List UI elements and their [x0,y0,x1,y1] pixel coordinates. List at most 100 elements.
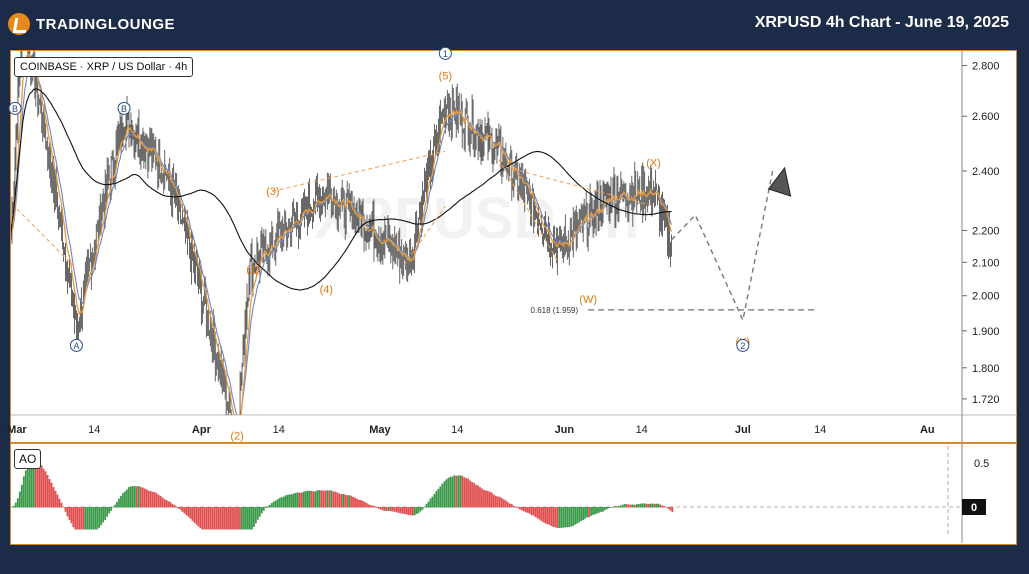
ao-bar [209,507,212,530]
ao-bar [576,507,579,524]
ao-bar [445,479,448,508]
ao-bar [270,503,273,508]
ao-bar [544,507,547,524]
ao-bar [562,507,565,528]
ao-bar [393,507,396,512]
ao-bar [524,507,527,513]
ao-bar [366,503,368,508]
ao-bar [50,482,53,508]
ao-bar [262,507,265,511]
ao-bar [260,507,263,514]
ao-bar [536,507,539,519]
ao-bar [447,477,450,508]
ao-bar [340,494,343,508]
ao-bar [560,507,563,528]
ao-bar [401,507,404,514]
symbol-label: COINBASE · XRP / US Dollar · 4h [14,57,194,77]
ao-bar [542,507,545,523]
ao-bar [126,489,128,508]
ao-bar [98,507,101,528]
ao-bar [191,507,194,521]
ao-bar [548,507,551,525]
ao-bar [514,506,517,508]
ao-bar [74,507,77,530]
ao-bar [552,507,555,527]
ao-bar [26,465,29,508]
ao-bar [62,506,65,508]
ao-bar [217,507,220,530]
ao-bar [661,505,664,508]
ao-bar [588,507,590,518]
ao-bar [286,494,289,508]
ao-bar [104,507,107,521]
chart-title: XRPUSD 4h Chart - June 19, 2025 [754,14,1009,31]
ao-bar [90,507,93,530]
chart-frame [10,50,1017,545]
y-tick-label: 2.100 [972,257,1000,269]
y-tick-label: 2.000 [972,291,1000,303]
ao-bar [522,507,525,512]
ao-bar [266,506,269,508]
ao-bar [530,507,533,516]
ao-bar [606,507,608,510]
ao-bar [550,507,553,526]
ao-bar [139,486,142,508]
ao-bar [387,507,390,511]
ao-bar [540,507,543,521]
ao-bar [239,507,241,530]
ao-bar [145,489,148,508]
ao-bar [651,503,654,508]
x-tick-label: Jul [735,424,751,436]
logo-icon [8,13,30,35]
ao-bar [596,507,598,514]
ao-bar [336,492,339,508]
y-tick-label: 2.400 [972,166,1000,178]
wave-label-blue-circle [117,101,131,115]
ao-bar [348,495,350,508]
ao-bar [592,507,594,515]
ao-bar [326,490,329,508]
ao-bar [34,463,37,508]
ao-bar [20,484,23,508]
ao-bar [137,486,140,508]
ao-bar [649,503,652,508]
ao-bar [609,507,612,508]
wave-label-blue: 1 [443,49,448,59]
ao-bar [344,494,346,508]
x-tick-label: Apr [192,424,212,436]
ao-bar [504,500,507,508]
ao-bar [133,486,136,508]
ao-bar [607,507,610,509]
ao-bar [96,507,99,530]
ao-bar [508,503,511,508]
ao-bar [16,498,19,508]
ao-bar [334,491,337,508]
ao-bar [225,507,227,530]
y-tick-label: 1.800 [972,363,1000,375]
ao-bar [264,507,267,508]
ao-bar [481,488,483,508]
ao-bar [308,490,311,508]
ao-bar [223,507,226,530]
ao-bar [502,499,505,508]
ao-bar [300,492,303,508]
ao-bar [433,493,436,508]
wave-label-blue-circle [8,101,22,115]
ao-bar [86,507,89,530]
ao-bar [613,505,616,508]
tradinglounge-logo: TRADINGLOUNGE [8,12,175,36]
ao-indicator-label: AO [14,449,42,469]
ao-bar [586,507,588,518]
ao-bar [130,486,132,508]
ao-bar [116,501,118,508]
ao-bar [316,490,319,508]
ao-bar [453,475,456,508]
ao-bar [76,507,79,530]
ao-bar [28,463,31,508]
ao-bar [221,507,224,530]
ao-bar [572,507,575,526]
ao-bar [619,505,622,508]
ao-bar [532,507,535,516]
ao-bar [213,507,216,530]
